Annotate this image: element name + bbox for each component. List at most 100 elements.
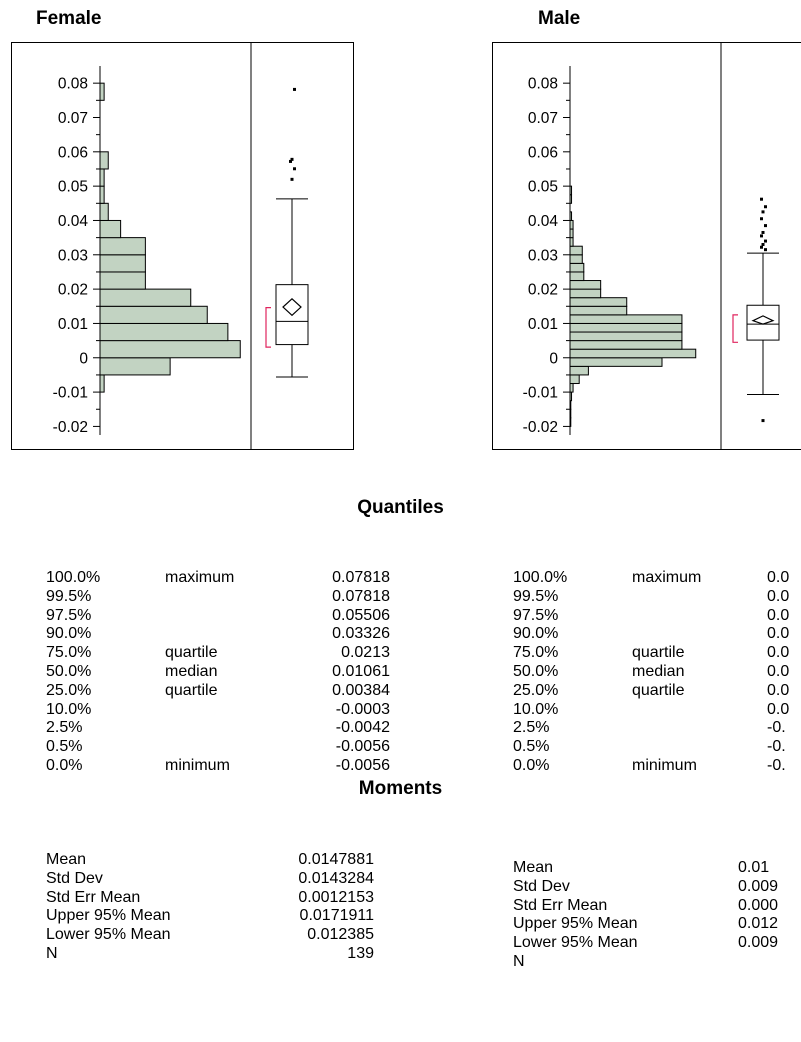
moment-value: 0.009 [738,877,779,895]
quantile-row: 75.0% quartile 0.0 [513,644,801,663]
quantile-value: 0.0213 [341,644,390,662]
quantile-percent: 25.0% [46,681,92,699]
quantile-percent: 0.5% [46,738,83,756]
histogram-bar [99,305,208,324]
y-tick-label: 0.04 [58,213,89,230]
quantile-percent: 0.0% [46,756,83,774]
y-tick-label: 0 [79,350,88,367]
male-chart: -0.02 -0.01 0 0.01 0.02 0.03 0.04 0.05 0.06 0.07 0… [523,43,780,449]
quantile-percent: 99.5% [513,587,559,605]
quantile-row: 97.5% 0.0 [513,607,801,626]
moment-value: 0.012 [738,915,779,933]
histogram-bar [569,340,683,350]
moment-value: 0.012385 [307,926,374,944]
moment-row: Std Dev 0.009 [513,878,801,897]
y-tick-label: -0.01 [523,385,558,402]
male-panel-title: Male [538,8,581,29]
quantile-percent: 97.5% [513,606,559,624]
quantile-label: quartile [632,644,685,662]
histogram-bar [99,168,105,187]
quantile-label: quartile [165,681,218,699]
quantile-value: 0.0 [767,569,790,586]
quantile-percent: 2.5% [513,719,550,737]
male-moments-clip: Mean 0.01 Std Dev 0.009 Std Err Mean 0.000 Upp… [513,859,801,984]
quantile-label: maximum [632,569,702,586]
quantile-percent: 75.0% [513,644,559,662]
outlier-point [289,159,292,163]
moment-row: Std Err Mean 0.000 [513,897,801,916]
female-moments-table: Mean 0.0147881 Std Dev 0.0143284 Std Err Mea… [46,851,376,964]
quantile-label: minimum [632,756,697,774]
moment-row: Std Dev 0.0143284 [46,870,376,889]
quantile-value: 0.07818 [332,587,390,605]
moment-value: 139 [347,944,374,962]
quantile-value: -0.0056 [335,738,390,756]
quantile-row: 50.0% median 0.0 [513,663,801,682]
quartile-box [746,304,780,341]
outlier-point [761,419,765,423]
male-chart-frame: -0.02 -0.01 0 0.01 0.02 0.03 0.04 0.05 0.06 0.07 0… [492,42,801,450]
histogram-bar [99,271,146,290]
quantile-value: 0.0 [767,662,790,680]
outlier-point [293,87,296,91]
quantile-row: 100.0% maximum 0.0 [513,569,801,588]
outlier-point [764,224,767,228]
histogram-bar [99,374,105,393]
outlier-point [760,245,763,249]
quantile-row: 100.0% maximum 0.07818 [46,569,396,588]
histogram-bar [569,237,574,247]
moment-label: Std Dev [513,877,570,895]
histogram-bar [569,211,573,221]
quantile-value: -0. [767,719,786,737]
quantile-percent: 100.0% [46,569,101,586]
outlier-point [760,197,763,201]
histogram-bar [569,297,628,307]
histogram-bar [569,314,683,324]
quantile-label: quartile [632,681,685,699]
histogram-bar [99,357,171,376]
quantile-row: 0.0% minimum -0. [513,757,801,776]
female-quantiles-table: 100.0% maximum 0.07818 99.5% 0.07818 97.5% 0.0… [46,569,396,776]
quantile-value: 0.00384 [332,681,390,699]
quantile-percent: 75.0% [46,644,92,662]
moment-row: N 139 [46,945,376,964]
histogram-bar [99,202,109,221]
quantile-value: 0.0 [767,644,790,662]
quantile-value: -0.0042 [335,719,390,737]
quantile-value: 0.07818 [332,569,390,586]
quantile-row: 2.5% -0. [513,719,801,738]
male-quantiles-table: 100.0% maximum 0.0 99.5% 0.0 97.5% 0.0 90.0% 0.0… [513,569,801,776]
quantile-label: maximum [165,569,235,586]
moment-value: 0.0143284 [298,869,374,887]
histogram-bar [99,322,229,342]
mean-diamond [282,297,302,317]
quantile-value: -0. [767,738,786,756]
quantile-value: -0.0056 [335,756,390,774]
y-tick-label: -0.02 [53,419,88,436]
quantile-label: minimum [165,756,230,774]
moment-label: N [513,952,525,970]
moment-label: Mean [513,859,554,876]
moment-value: 0.009 [738,934,779,952]
moment-label: Std Dev [46,869,103,887]
histogram-bar [569,245,583,256]
histogram-bar [569,262,585,273]
histogram-bar [99,288,192,307]
y-tick-label: 0 [549,350,558,367]
quantile-percent: 100.0% [513,569,568,586]
quantile-percent: 10.0% [513,700,559,718]
histogram-bar [99,219,122,239]
moment-value: 0.0147881 [298,851,374,868]
y-tick-label: 0.08 [58,76,88,93]
moments-title: Moments [358,778,443,799]
quantile-value: 0.0 [767,606,790,624]
moment-label: Upper 95% Mean [513,915,638,933]
quantile-row: 0.5% -0.0056 [46,738,396,757]
moment-value: 0.0171911 [299,907,374,925]
quantile-row: 0.0% minimum -0.0056 [46,757,396,776]
quantile-row: 99.5% 0.0 [513,588,801,607]
outlier-point [761,230,765,234]
quantile-label: median [632,662,685,680]
histogram-bar [569,348,697,359]
y-tick-label: 0.04 [528,213,559,230]
